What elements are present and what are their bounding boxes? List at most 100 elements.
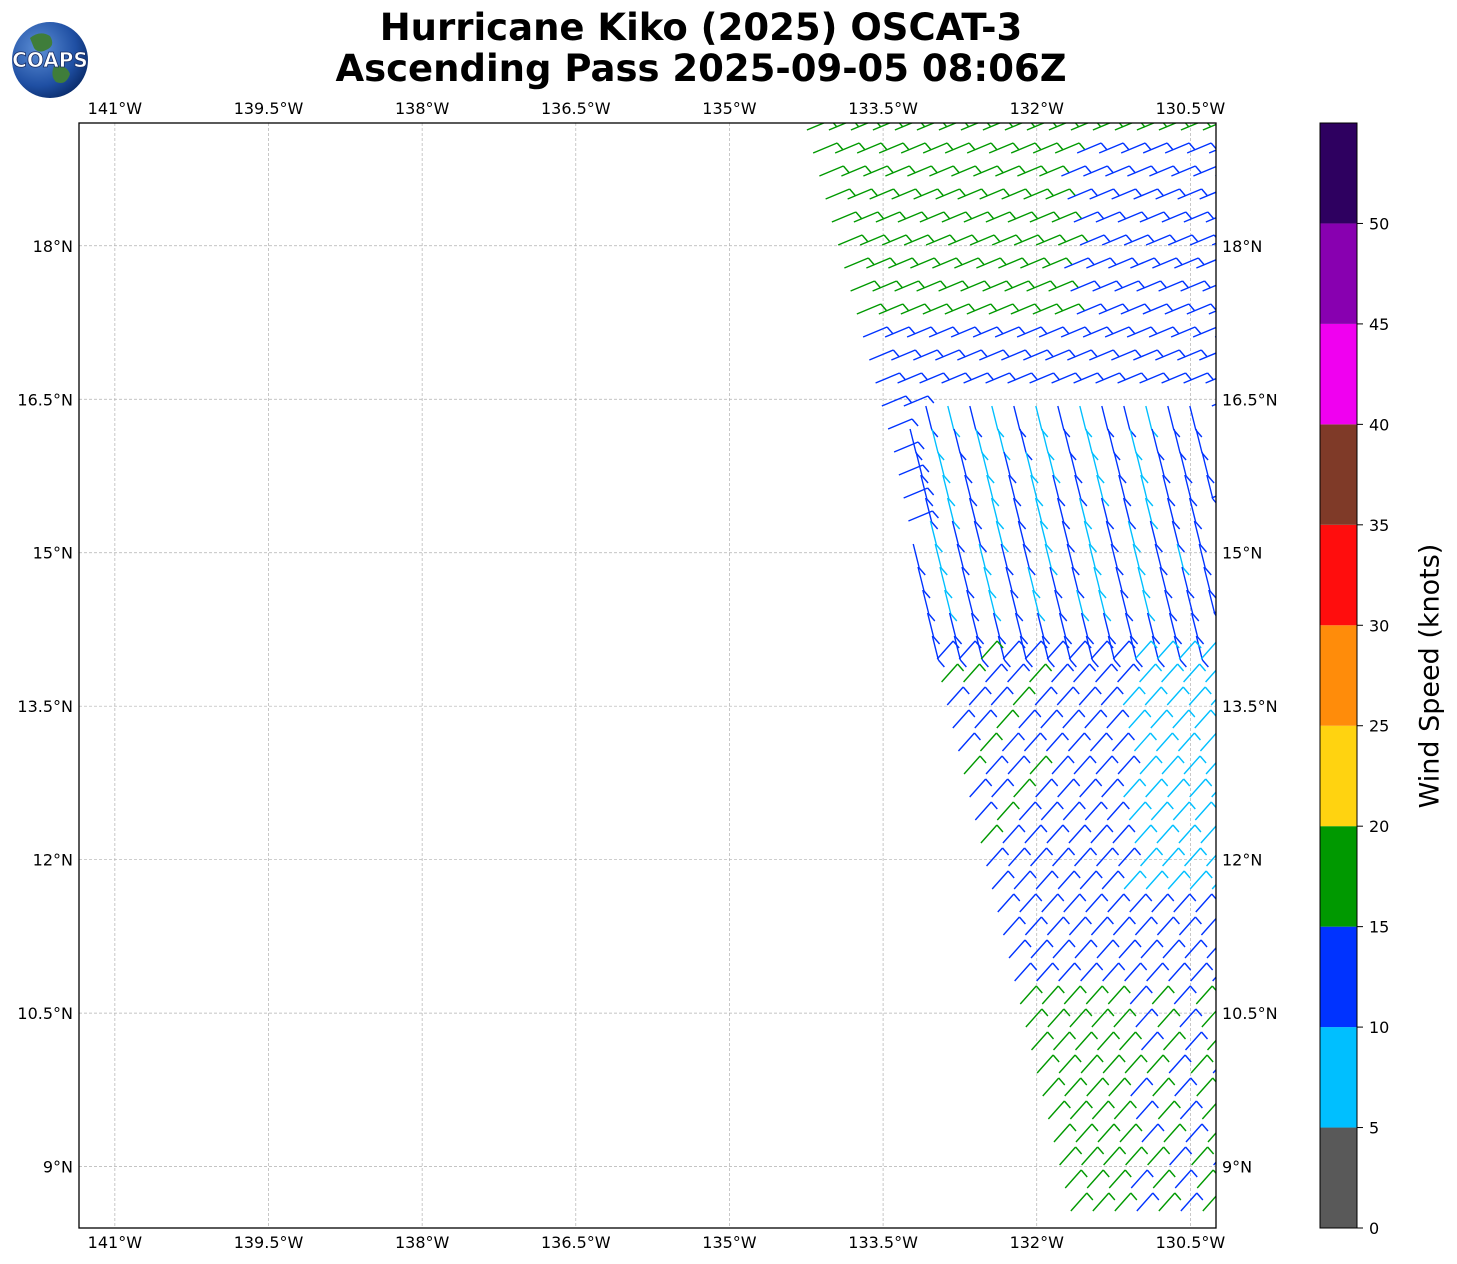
- wind-barb: [1051, 211, 1083, 223]
- wind-barb: [935, 349, 966, 361]
- lat-tick-label-right: 9°N: [1222, 1158, 1252, 1177]
- wind-barb: [936, 640, 960, 660]
- wind-barb: [1052, 1031, 1077, 1051]
- wind-barb: [1098, 589, 1112, 622]
- wind-barb: [1039, 520, 1053, 553]
- wind-barb: [1025, 451, 1039, 484]
- wind-barb: [1019, 985, 1043, 1005]
- map-title-line1: Hurricane Kiko (2025) OSCAT-3: [379, 6, 1023, 49]
- wind-barb: [1101, 778, 1125, 798]
- wind-barb: [985, 372, 1017, 384]
- wind-barb: [1080, 612, 1095, 645]
- wind-barb: [1205, 669, 1216, 683]
- wind-barb: [1162, 939, 1186, 959]
- wind-barb: [1201, 1102, 1216, 1120]
- wind-barb: [1190, 612, 1205, 645]
- wind-barb: [1063, 893, 1087, 913]
- wind-barb: [1139, 211, 1171, 223]
- wind-barb: [1174, 1077, 1198, 1097]
- wind-barb: [1150, 801, 1174, 821]
- wind-barb: [908, 510, 939, 522]
- wind-barb: [1140, 1031, 1165, 1051]
- wind-barb: [1146, 962, 1170, 982]
- wind-barb: [1184, 847, 1208, 867]
- wind-barb: [1206, 474, 1216, 504]
- wind-barb: [1147, 1146, 1171, 1166]
- wind-barb: [1133, 732, 1157, 752]
- wind-barb: [1164, 142, 1196, 154]
- wind-barb: [924, 497, 939, 530]
- lon-tick-label-bottom: 135°W: [702, 1233, 757, 1252]
- wind-barb: [982, 280, 1014, 292]
- wind-barb: [1158, 1192, 1182, 1212]
- wind-barb: [1067, 188, 1099, 200]
- wind-barb: [1200, 917, 1216, 936]
- wind-barb: [881, 234, 913, 246]
- wind-barb: [1024, 824, 1048, 844]
- wind-barb: [1057, 405, 1071, 438]
- colorbar-segment: [1320, 323, 1357, 425]
- wind-barb: [922, 589, 936, 622]
- wind-barb: [1088, 543, 1102, 576]
- wind-barb: [1023, 188, 1055, 200]
- wind-barb: [1024, 640, 1048, 660]
- lat-lon-gridlines: [79, 123, 1216, 1228]
- wind-barb: [983, 566, 997, 599]
- wind-barb: [1062, 709, 1086, 729]
- wind-barb: [1213, 611, 1216, 614]
- wind-barb: [1133, 188, 1165, 200]
- wind-barb: [1151, 635, 1165, 668]
- wind-barb: [1140, 474, 1154, 507]
- wind-barb: [1045, 349, 1076, 361]
- wind-barb: [1150, 709, 1174, 729]
- wind-barb: [970, 612, 985, 645]
- wind-barb: [960, 280, 992, 292]
- wind-barb: [1034, 497, 1049, 530]
- wind-barb: [1206, 946, 1216, 959]
- wind-barb: [931, 635, 945, 668]
- wind-barb: [1008, 939, 1032, 959]
- wind-barb: [1141, 1123, 1165, 1143]
- wind-barb: [1013, 234, 1045, 246]
- wind-barb: [997, 428, 1011, 461]
- wind-barb: [1040, 709, 1064, 729]
- wind-barb: [1200, 824, 1216, 844]
- wind-barb: [844, 257, 875, 269]
- wind-barb: [1201, 451, 1215, 484]
- map-title-line2: Ascending Pass 2025-09-05 08:06Z: [335, 47, 1067, 90]
- wind-barb: [875, 211, 907, 223]
- wind-barb: [1205, 761, 1216, 775]
- wind-barb: [1157, 1008, 1181, 1028]
- wind-barb: [1164, 303, 1196, 315]
- wind-barb: [1111, 732, 1135, 752]
- wind-barb: [973, 165, 1004, 177]
- wind-barb: [1122, 497, 1137, 530]
- wind-barb: [1086, 1169, 1110, 1189]
- coaps-logo-icon: COAPS: [12, 22, 88, 98]
- wind-barb: [1154, 543, 1168, 576]
- wind-barb: [863, 165, 894, 177]
- wind-barb: [881, 395, 913, 407]
- wind-barb: [1067, 732, 1091, 752]
- wind-barb: [1098, 142, 1130, 154]
- wind-barb: [1000, 543, 1014, 576]
- wind-barb: [1113, 1008, 1137, 1028]
- wind-barb: [968, 686, 992, 706]
- colorbar-segment: [1320, 1127, 1357, 1228]
- wind-barb: [1108, 1169, 1132, 1189]
- lat-tick-label-left: 9°N: [43, 1158, 73, 1177]
- wind-barb: [985, 663, 1009, 683]
- wind-barb: [1085, 893, 1109, 913]
- wind-barb: [1189, 778, 1213, 798]
- wind-barb: [1189, 234, 1216, 246]
- wind-barb: [903, 487, 935, 499]
- wind-barb: [1035, 234, 1067, 246]
- wind-barb: [978, 543, 992, 576]
- wind-barb: [920, 474, 934, 507]
- wind-barb: [1030, 1031, 1055, 1051]
- wind-barb: [981, 451, 995, 484]
- wind-barb: [1047, 1008, 1071, 1028]
- wind-barb: [942, 474, 956, 507]
- wind-barb: [1030, 847, 1054, 867]
- wind-barb: [1193, 165, 1216, 177]
